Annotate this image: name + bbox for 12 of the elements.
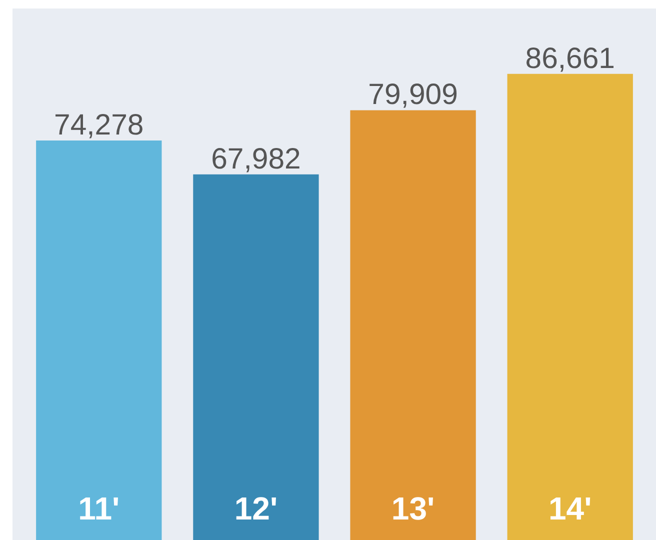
bar	[36, 140, 162, 540]
data-label: 67,982	[211, 142, 301, 176]
data-label: 79,909	[368, 78, 458, 112]
bar	[350, 110, 476, 540]
x-tick-label: 11'	[78, 490, 120, 526]
bar	[193, 174, 319, 540]
data-label: 86,661	[525, 42, 615, 75]
bar	[507, 74, 633, 540]
data-label: 74,278	[54, 108, 144, 142]
x-tick-label: 13'	[391, 490, 435, 526]
x-tick-label: 12'	[234, 490, 278, 526]
x-tick-label: 14'	[548, 490, 592, 526]
